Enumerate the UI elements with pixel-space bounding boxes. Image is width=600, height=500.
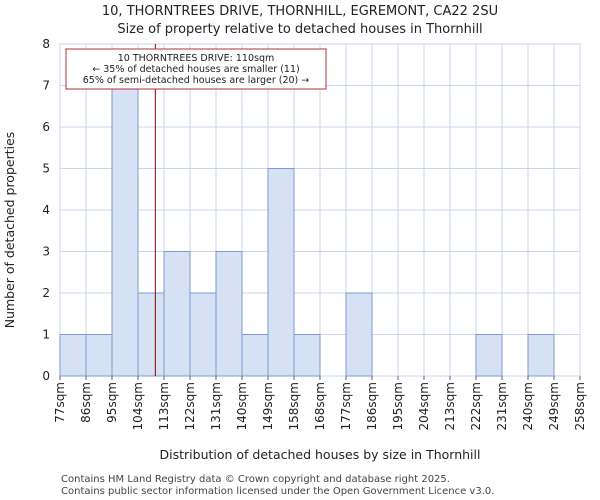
y-axis-label: Number of detached properties: [2, 132, 17, 329]
x-tick-label: 240sqm: [521, 382, 535, 430]
histogram-bar: [527, 334, 555, 377]
y-tick-label: 1: [42, 328, 50, 342]
chart-title: 10, THORNTREES DRIVE, THORNHILL, EGREMON…: [102, 4, 498, 19]
x-tick-label: 231sqm: [495, 382, 509, 430]
y-tick-label: 6: [42, 120, 50, 134]
histogram-bar: [189, 292, 217, 377]
x-tick-label: 195sqm: [391, 382, 405, 430]
x-tick-label: 77sqm: [53, 382, 67, 423]
x-tick-label: 213sqm: [443, 382, 457, 430]
x-tick-label: 186sqm: [365, 382, 379, 430]
histogram-bar: [345, 292, 373, 377]
footer-line-1: Contains HM Land Registry data © Crown c…: [61, 474, 450, 485]
histogram-bar: [85, 334, 113, 377]
annotation-border: [65, 48, 327, 90]
x-tick-label: 104sqm: [131, 382, 145, 430]
histogram-bar: [293, 334, 321, 377]
chart-subtitle: Size of property relative to detached ho…: [117, 22, 482, 37]
annotation-line-1: 10 THORNTREES DRIVE: 110sqm: [118, 53, 275, 64]
x-tick-label: 168sqm: [313, 382, 327, 430]
footer-line-2: Contains public sector information licen…: [61, 486, 494, 497]
annotation-box: 10 THORNTREES DRIVE: 110sqm ← 35% of det…: [65, 48, 327, 90]
histogram-bar: [59, 334, 87, 377]
x-tick-label: 158sqm: [287, 382, 301, 430]
x-tick-label: 204sqm: [417, 382, 431, 430]
histogram-bar: [241, 334, 269, 377]
x-tick-label: 249sqm: [547, 382, 561, 430]
histogram-bar: [215, 251, 243, 377]
y-tick-label: 4: [42, 203, 50, 217]
x-tick-label: 149sqm: [261, 382, 275, 430]
y-axis-ticks: 0 1 2 3 4 5 6 7 8: [42, 37, 50, 383]
x-tick-label: 122sqm: [183, 382, 197, 430]
histogram-bar: [267, 168, 295, 377]
histogram-bar: [163, 251, 191, 377]
y-tick-label: 0: [42, 369, 50, 383]
x-tick-label: 140sqm: [235, 382, 249, 430]
histogram-bar: [475, 334, 503, 377]
annotation-line-3: 65% of semi-detached houses are larger (…: [83, 75, 310, 86]
y-tick-label: 8: [42, 37, 50, 51]
annotation-line-2: ← 35% of detached houses are smaller (11…: [92, 64, 299, 75]
x-tick-label: 222sqm: [469, 382, 483, 430]
x-tick-label: 131sqm: [209, 382, 223, 430]
x-tick-label: 113sqm: [157, 382, 171, 430]
y-tick-label: 7: [42, 79, 50, 93]
x-tick-label: 86sqm: [79, 382, 93, 423]
x-axis-label: Distribution of detached houses by size …: [160, 447, 481, 462]
x-tick-label: 258sqm: [573, 382, 587, 430]
histogram-bar: [111, 85, 139, 377]
y-tick-label: 2: [42, 286, 50, 300]
y-tick-label: 3: [42, 245, 50, 259]
x-axis-ticks: 77sqm 86sqm 95sqm 104sqm 113sqm 122sqm 131sqm 1…: [53, 376, 587, 430]
bars: [59, 85, 555, 377]
y-tick-label: 5: [42, 162, 50, 176]
histogram-bar: [137, 292, 165, 377]
x-tick-label: 95sqm: [105, 382, 119, 423]
x-tick-label: 177sqm: [339, 382, 353, 430]
